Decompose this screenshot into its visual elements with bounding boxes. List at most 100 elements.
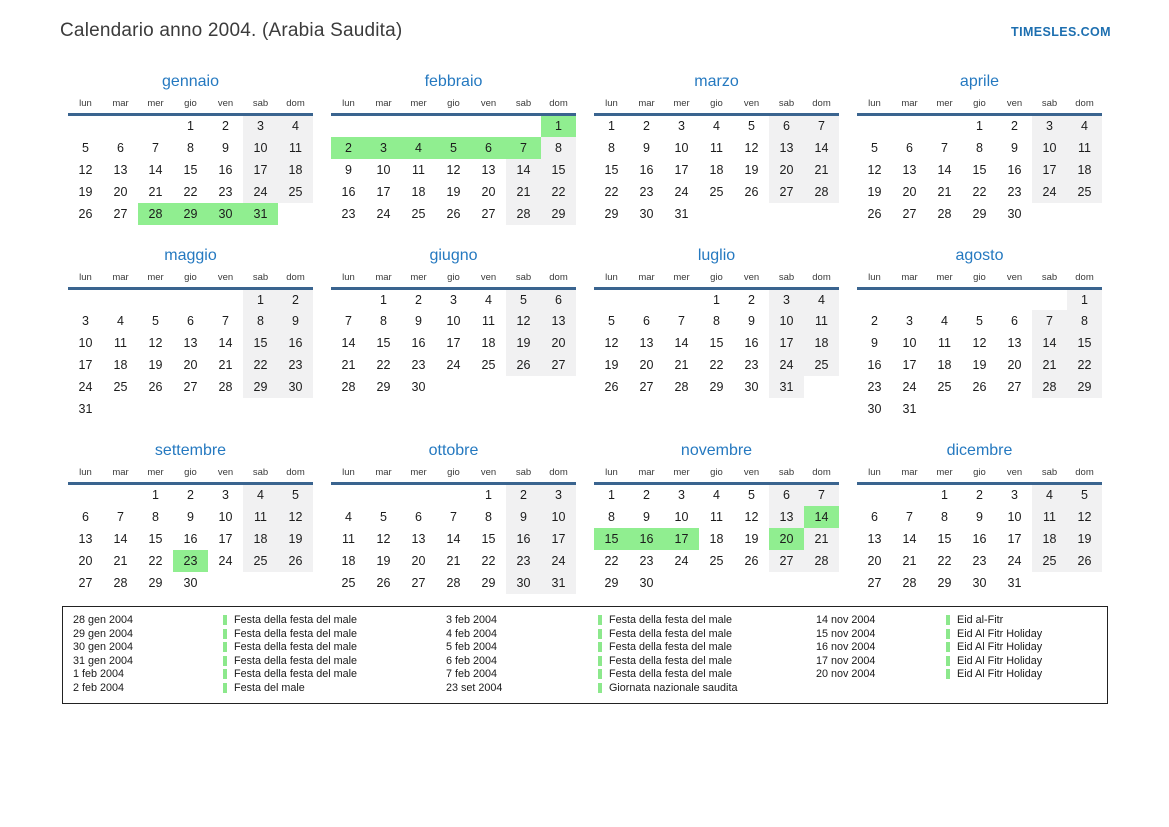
day-cell: 9 [415, 314, 422, 328]
day-cell: 2 [331, 136, 366, 159]
day-cell: 25 [1067, 180, 1102, 203]
month-table: lun mar mer gio ven sab dom 1 2 3 4 5 6 7 8 9 10 11 12 13 14… [857, 467, 1102, 594]
day-cell: 19 [78, 184, 93, 199]
legend-holiday-name: Giornata nazionale saudita [598, 682, 816, 694]
day-cell: 11 [278, 136, 313, 159]
day-cell: 26 [376, 575, 391, 590]
legend-entry: 14 nov 2004 Eid al-Fitr [816, 614, 1111, 628]
day-cell: 2 [748, 292, 755, 307]
day-cell: 12 [744, 509, 759, 524]
day-cell: 20 [769, 158, 804, 181]
day-cell: 6 [471, 136, 506, 159]
day-cell: 5 [1067, 483, 1102, 506]
day-cell: 15 [148, 531, 163, 546]
day-cell: 10 [243, 136, 278, 159]
day-cell: 5 [748, 119, 755, 134]
month-luglio: luglio lun mar mer gio ven sab dom 1 2 3 4 5 6 7 8 9 10 11… [594, 247, 839, 398]
weekday-label: lun [342, 271, 355, 283]
holiday-marker-icon [946, 655, 950, 666]
month-settembre: settembre lun mar mer gio ven sab dom 1 2 3 4 5 6 7 8 9 1… [68, 442, 313, 594]
month-maggio: maggio lun mar mer gio ven sab dom 1 2 3 4 5 6 7 8 9 10 11… [68, 247, 313, 421]
day-cell: 14 [937, 162, 952, 177]
day-cell: 6 [769, 114, 804, 137]
day-cell: 5 [82, 140, 89, 155]
day-cell: 8 [541, 136, 576, 159]
day-cell: 11 [243, 505, 278, 528]
day-cell: 14 [1032, 332, 1067, 354]
day-cell: 27 [639, 380, 654, 394]
day-cell: 5 [380, 509, 387, 524]
holiday-marker-icon [946, 615, 950, 626]
legend-date: 3 feb 2004 [446, 614, 498, 627]
empty-cell [1032, 288, 1067, 310]
day-cell: 6 [541, 288, 576, 310]
day-cell: 2 [976, 488, 983, 503]
legend-date: 29 gen 2004 [73, 627, 134, 640]
month-table: lun mar mer gio ven sab dom 1 2 3 4 5 6 7 8 9 10 11 12 13 14… [594, 271, 839, 398]
day-cell: 30 [506, 571, 541, 594]
day-cell: 20 [78, 553, 93, 568]
holiday-marker-icon [946, 628, 950, 639]
month-table: lun mar mer gio ven sab dom 1 2 3 4 5 6 7 8 9 10 11 12 13 14… [594, 98, 839, 225]
day-cell: 30 [639, 206, 654, 221]
legend-entry: 20 nov 2004 Eid Al Fitr Holiday [816, 668, 1111, 682]
month-dicembre: dicembre lun mar mer gio ven sab dom 1 2 3 4 5 6 7 8 9 10… [857, 442, 1102, 594]
day-cell: 20 [113, 184, 128, 199]
weekday-label: sab [778, 271, 795, 283]
day-cell: 28 [902, 575, 917, 590]
legend-date: 7 feb 2004 [446, 668, 498, 681]
day-cell: 15 [972, 162, 987, 177]
legend-holiday-name: Eid Al Fitr Holiday [946, 628, 1111, 640]
day-cell: 16 [744, 336, 759, 350]
day-cell: 27 [481, 206, 496, 221]
day-cell: 3 [678, 119, 685, 134]
day-cell: 19 [446, 184, 461, 199]
empty-cell [68, 288, 103, 310]
legend-date: 17 nov 2004 [816, 654, 876, 667]
weekday-label: ven [743, 98, 760, 109]
day-cell: 30 [639, 575, 654, 590]
legend-column: 28 gen 2004 Festa della festa del male 29 … [73, 614, 446, 695]
day-cell: 8 [152, 509, 159, 524]
day-cell: 3 [366, 136, 401, 159]
day-cell: 17 [446, 336, 461, 350]
day-cell: 1 [187, 119, 194, 134]
weekday-label: gio [973, 98, 986, 109]
day-cell: 6 [82, 509, 89, 524]
month-table: lun mar mer gio ven sab dom 1 2 3 4 5 6 7 8 9 10 11 12 13 14… [68, 98, 313, 225]
legend-date: 30 gen 2004 [73, 641, 134, 654]
weekday-label: mar [901, 467, 918, 478]
day-cell: 13 [481, 162, 496, 177]
legend-entry: 29 gen 2004 Festa della festa del male [73, 627, 446, 641]
day-cell: 26 [972, 380, 987, 394]
empty-cell [927, 398, 962, 420]
day-cell: 15 [243, 332, 278, 354]
day-cell: 30 [744, 380, 759, 394]
day-cell: 2 [278, 288, 313, 310]
legend-column: 14 nov 2004 Eid al-Fitr 15 nov 2004 Eid Al … [816, 614, 1111, 695]
day-cell: 9 [643, 140, 650, 155]
day-cell: 13 [78, 531, 93, 546]
day-cell: 3 [769, 288, 804, 310]
day-cell: 14 [804, 136, 839, 159]
day-cell: 19 [376, 553, 391, 568]
day-cell: 3 [678, 488, 685, 503]
day-cell: 29 [604, 575, 619, 590]
day-cell: 5 [976, 314, 983, 328]
holiday-marker-icon [223, 655, 227, 666]
day-cell: 21 [674, 358, 689, 372]
day-cell: 8 [243, 310, 278, 332]
month-table: lun mar mer gio ven sab dom 1 2 3 4 5 6 7 8 9 10 11 12 13 14… [68, 467, 313, 594]
empty-cell [857, 484, 892, 506]
day-cell: 21 [148, 184, 163, 199]
legend-date: 1 feb 2004 [73, 668, 125, 681]
day-cell: 23 [506, 549, 541, 572]
empty-cell [997, 398, 1032, 420]
site-link[interactable]: TIMESLES.COM [1011, 25, 1111, 39]
day-cell: 7 [906, 509, 913, 524]
day-cell: 13 [1007, 336, 1022, 350]
legend-holiday-name: Festa della festa del male [598, 628, 816, 640]
day-cell: 16 [411, 336, 426, 350]
day-cell: 3 [222, 488, 229, 503]
day-cell: 1 [380, 292, 387, 307]
